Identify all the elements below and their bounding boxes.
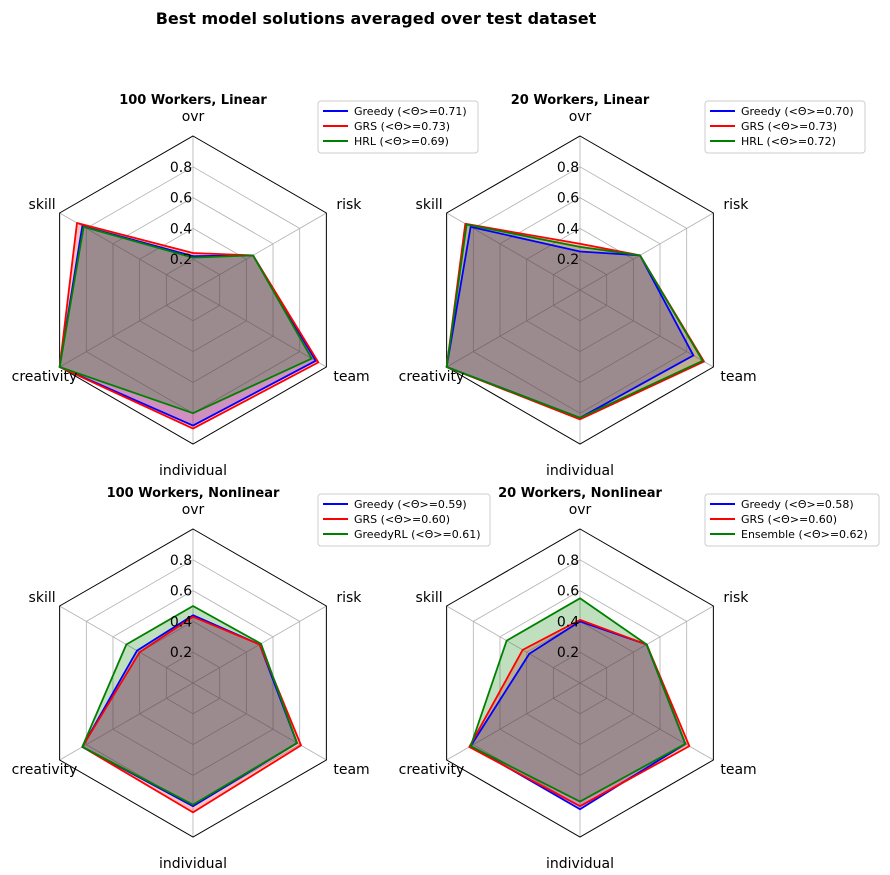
axis-label-skill: skill — [416, 590, 443, 606]
legend-label: GreedyRL (<Θ>=0.61) — [354, 528, 480, 541]
legend-label: GRS (<Θ>=0.73) — [741, 120, 837, 133]
axis-label-skill: skill — [29, 590, 56, 606]
legend-frame — [317, 493, 491, 547]
axis-label-individual: individual — [159, 463, 227, 479]
radial-tick-label: 0.4 — [557, 221, 579, 237]
axis-label-team: team — [333, 762, 369, 778]
radial-tick-label: 0.6 — [170, 191, 192, 207]
legend-label: HRL (<Θ>=0.72) — [741, 135, 836, 148]
axis-label-individual: individual — [159, 856, 227, 872]
legend-label: Greedy (<Θ>=0.58) — [741, 498, 854, 511]
axis-label-ovr: ovr — [182, 109, 205, 125]
series-area — [82, 616, 302, 813]
series-area — [469, 619, 690, 807]
radial-tick-label: 0.6 — [170, 584, 192, 600]
series-area — [82, 606, 298, 805]
radar-frame — [59, 135, 327, 445]
legend-label: Ensemble (<Θ>=0.62) — [741, 528, 868, 541]
radar-panel: 0.2 0.4 0.6 0.8 ovr risk team individual creativ… — [12, 93, 479, 479]
radial-tick-label: 0.8 — [557, 160, 579, 176]
series-area — [59, 226, 316, 426]
legend: Greedy (<Θ>=0.59) GRS (<Θ>=0.60) GreedyRL … — [317, 493, 491, 547]
radar-panel: 0.2 0.4 0.6 0.8 ovr risk team individual creativ… — [399, 486, 880, 872]
radial-tick-label: 0.4 — [557, 614, 579, 630]
legend: Greedy (<Θ>=0.58) GRS (<Θ>=0.60) Ensemble … — [704, 493, 880, 547]
legend-frame — [704, 100, 866, 154]
radial-tick-label: 0.2 — [170, 252, 192, 268]
axis-label-ovr: ovr — [182, 502, 205, 518]
series-area — [82, 615, 298, 807]
radial-tick-label: 0.4 — [170, 614, 192, 630]
series-area — [446, 224, 703, 418]
legend: Greedy (<Θ>=0.70) GRS (<Θ>=0.73) HRL (<Θ>=… — [704, 100, 866, 154]
panel-title: 20 Workers, Linear — [511, 93, 650, 108]
axis-label-ovr: ovr — [569, 502, 592, 518]
legend-label: Greedy (<Θ>=0.71) — [354, 105, 467, 118]
axis-label-skill: skill — [29, 197, 56, 213]
series-line — [81, 615, 302, 814]
axis-label-team: team — [333, 369, 369, 385]
axis-label-creativity: creativity — [12, 369, 78, 385]
legend-label: GRS (<Θ>=0.60) — [741, 513, 837, 526]
series-line — [58, 225, 313, 415]
axis-label-risk: risk — [723, 590, 749, 606]
radial-tick-label: 0.6 — [557, 191, 579, 207]
radar-spoke — [579, 682, 714, 761]
radar-frame — [59, 528, 327, 838]
axis-label-creativity: creativity — [399, 369, 465, 385]
legend-label: GRS (<Θ>=0.60) — [354, 513, 450, 526]
series-area — [59, 223, 319, 429]
radar-spoke — [446, 289, 581, 368]
radar-spoke — [192, 289, 327, 368]
radial-tick-label: 0.8 — [557, 553, 579, 569]
legend-label: HRL (<Θ>=0.69) — [354, 135, 449, 148]
legend-frame — [317, 100, 479, 154]
radar-spoke — [579, 212, 714, 291]
legend-label: GRS (<Θ>=0.73) — [354, 120, 450, 133]
axis-label-risk: risk — [336, 590, 362, 606]
radar-spoke — [446, 605, 581, 684]
axis-label-team: team — [720, 369, 756, 385]
axis-label-individual: individual — [546, 463, 614, 479]
radial-tick-label: 0.4 — [170, 221, 192, 237]
radial-tick-label: 0.6 — [557, 584, 579, 600]
radar-spoke — [59, 289, 194, 368]
legend-label: Greedy (<Θ>=0.70) — [741, 105, 854, 118]
axis-label-ovr: ovr — [569, 109, 592, 125]
radar-spoke — [579, 289, 714, 368]
radial-tick-label: 0.8 — [170, 553, 192, 569]
legend: Greedy (<Θ>=0.71) GRS (<Θ>=0.73) HRL (<Θ>=… — [317, 100, 479, 154]
figure-title: Best model solutions averaged over test … — [156, 9, 597, 28]
axis-label-creativity: creativity — [399, 762, 465, 778]
radar-panel: 0.2 0.4 0.6 0.8 ovr risk team individual creativ… — [399, 93, 866, 479]
series-line — [445, 223, 704, 419]
radar-panel: 0.2 0.4 0.6 0.8 ovr risk team individual creativ… — [12, 486, 491, 872]
panel-title: 20 Workers, Nonlinear — [498, 486, 662, 501]
series-area — [446, 223, 705, 420]
axis-label-risk: risk — [723, 197, 749, 213]
series-area — [470, 621, 686, 810]
series-area — [59, 226, 312, 414]
axis-label-skill: skill — [416, 197, 443, 213]
radial-tick-label: 0.2 — [170, 645, 192, 661]
radial-tick-label: 0.8 — [170, 160, 192, 176]
radial-tick-label: 0.2 — [557, 252, 579, 268]
panel-title: 100 Workers, Nonlinear — [107, 486, 280, 501]
series-line — [81, 605, 298, 806]
radar-spoke — [192, 682, 327, 761]
legend-label: Greedy (<Θ>=0.59) — [354, 498, 467, 511]
axis-label-creativity: creativity — [12, 762, 78, 778]
axis-label-risk: risk — [336, 197, 362, 213]
axis-label-individual: individual — [546, 856, 614, 872]
radar-spoke — [192, 212, 327, 291]
legend-frame — [704, 493, 880, 547]
series-area — [446, 226, 694, 418]
radar-frame — [446, 135, 714, 445]
radial-tick-label: 0.2 — [557, 645, 579, 661]
radar-frame — [446, 528, 714, 838]
axis-label-team: team — [720, 762, 756, 778]
panel-title: 100 Workers, Linear — [119, 93, 267, 108]
series-line — [469, 597, 687, 803]
